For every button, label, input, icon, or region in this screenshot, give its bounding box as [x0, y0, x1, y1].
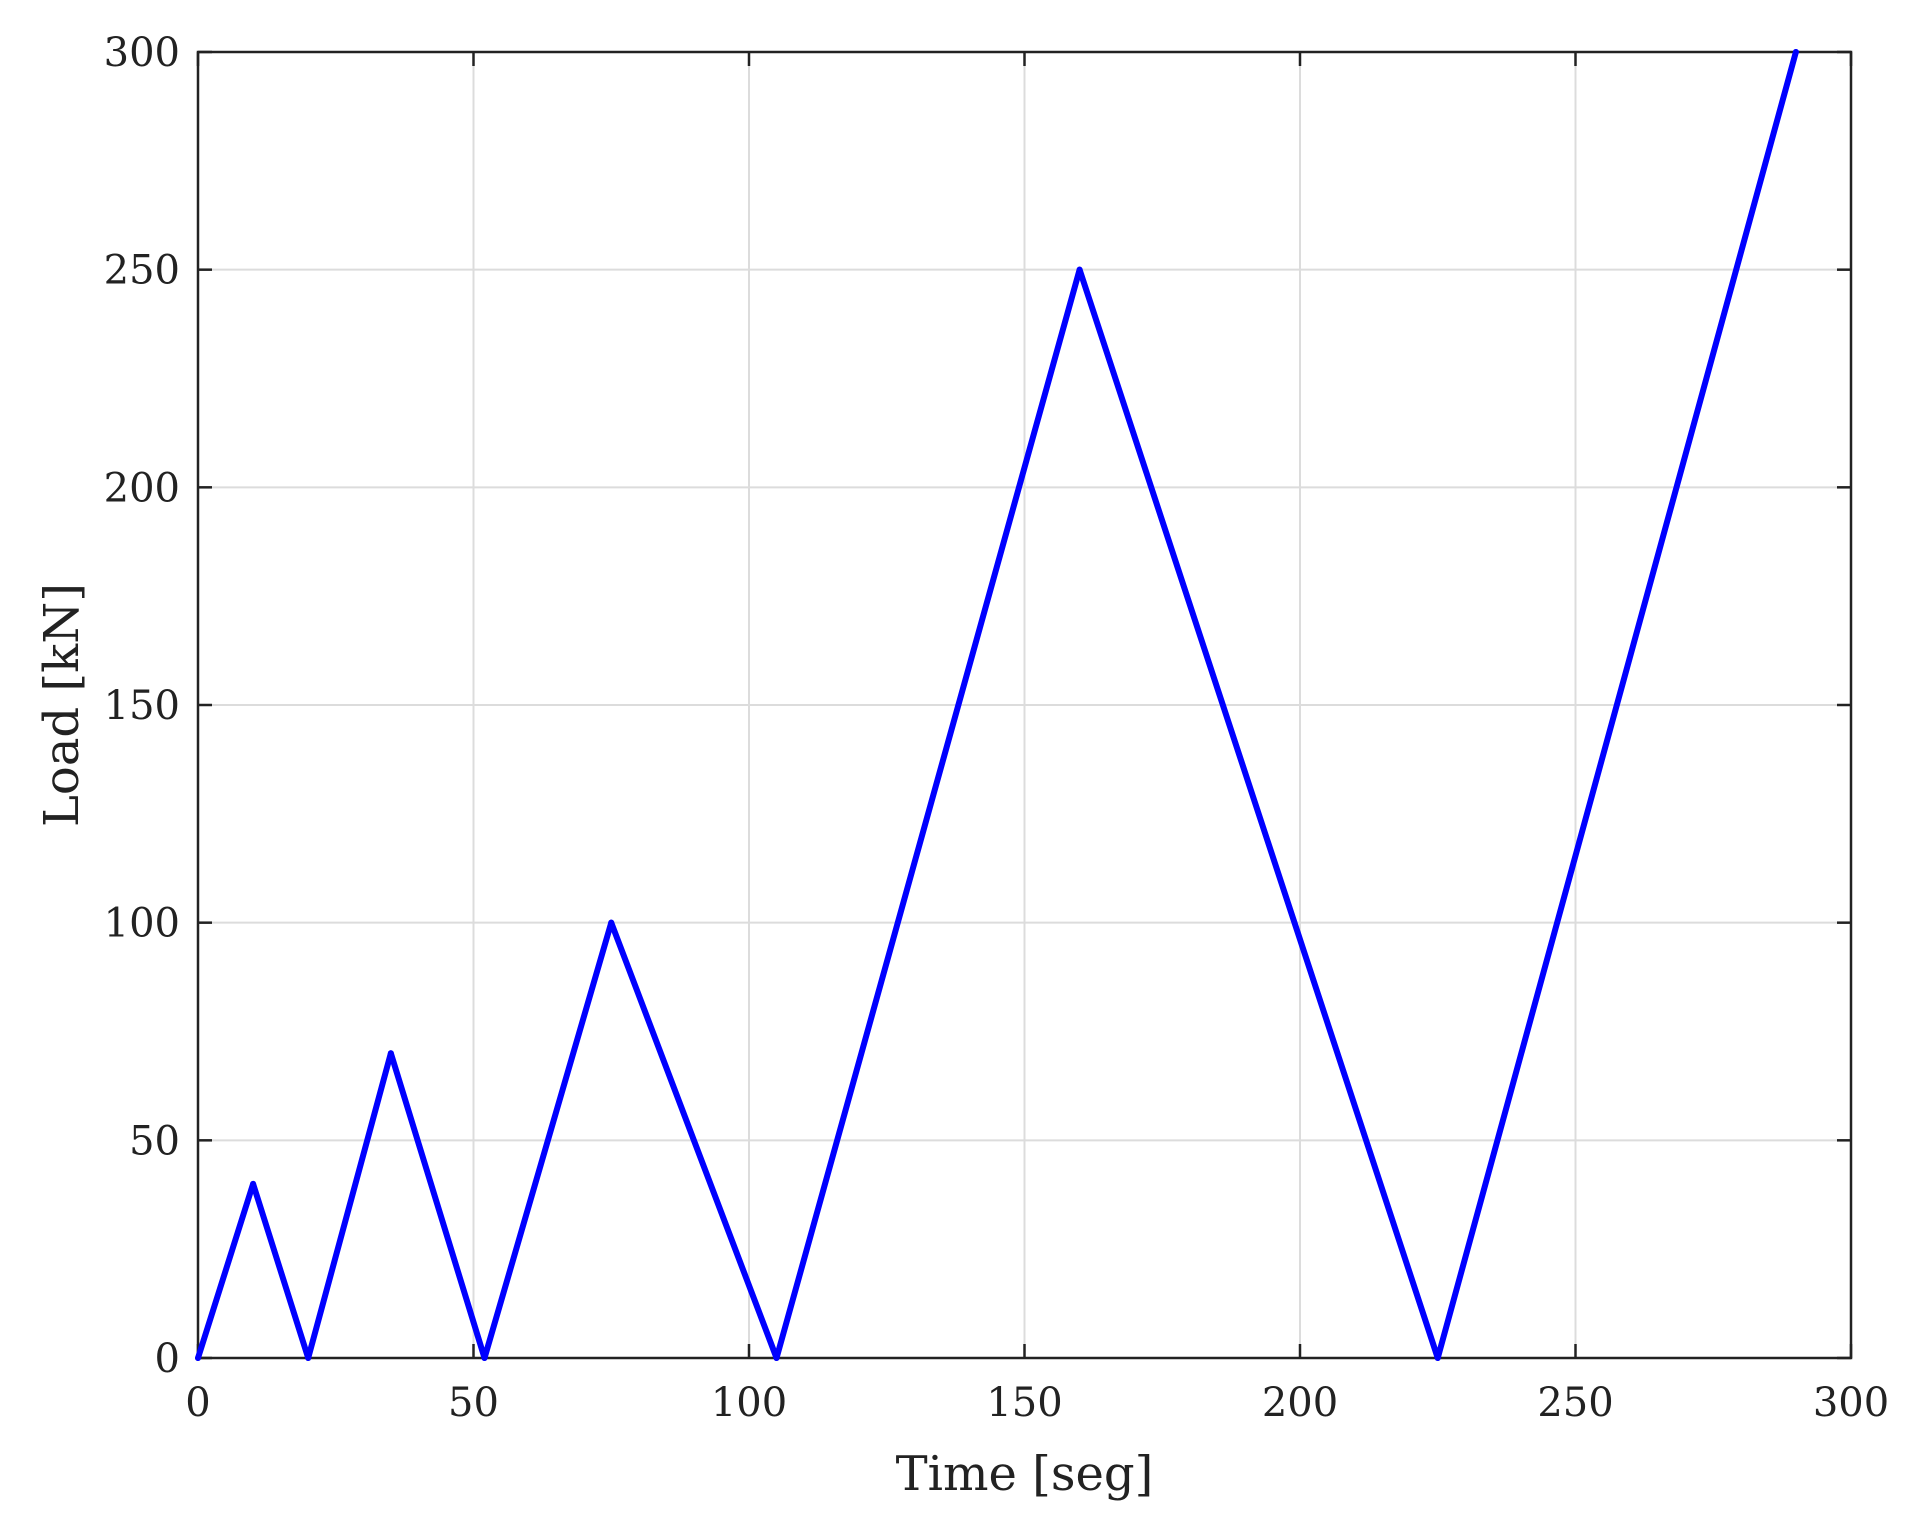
- data-point: [481, 1355, 488, 1361]
- data-point: [195, 1355, 201, 1361]
- y-tick-labels: 0 50 100 150 200 250 300: [104, 30, 180, 1382]
- y-axis-label: Load [kN]: [34, 583, 90, 827]
- y-tick-label: 300: [104, 30, 180, 76]
- data-point: [773, 1355, 780, 1361]
- x-tick-label: 150: [986, 1380, 1062, 1426]
- data-point: [387, 1050, 394, 1057]
- data-point: [1792, 49, 1799, 55]
- x-tick-label: 0: [185, 1380, 210, 1426]
- x-tick-label: 100: [711, 1380, 787, 1426]
- x-tick-labels: 0 50 100 150 200 250 300: [185, 1380, 1889, 1426]
- y-tick-label: 100: [104, 901, 180, 947]
- grid: [198, 52, 1851, 1358]
- x-tick-label: 200: [1262, 1380, 1338, 1426]
- x-tick-label: 250: [1537, 1380, 1613, 1426]
- x-tick-label: 50: [448, 1380, 499, 1426]
- series-0: [195, 49, 1799, 1361]
- y-tick-label: 50: [129, 1118, 180, 1164]
- x-axis-label: Time [seg]: [896, 1446, 1154, 1502]
- x-tick-label: 300: [1813, 1380, 1889, 1426]
- y-tick-label: 0: [155, 1336, 180, 1382]
- series-layer: [195, 49, 1799, 1361]
- axis-ticks: [196, 50, 1853, 1360]
- y-tick-label: 200: [104, 465, 180, 511]
- data-point: [305, 1355, 312, 1361]
- y-tick-label: 150: [104, 683, 180, 729]
- data-point: [608, 919, 615, 926]
- data-point: [1076, 266, 1083, 273]
- data-point: [1434, 1355, 1441, 1361]
- data-point: [250, 1180, 257, 1187]
- y-tick-label: 250: [104, 248, 180, 294]
- series-line: [195, 49, 1799, 1361]
